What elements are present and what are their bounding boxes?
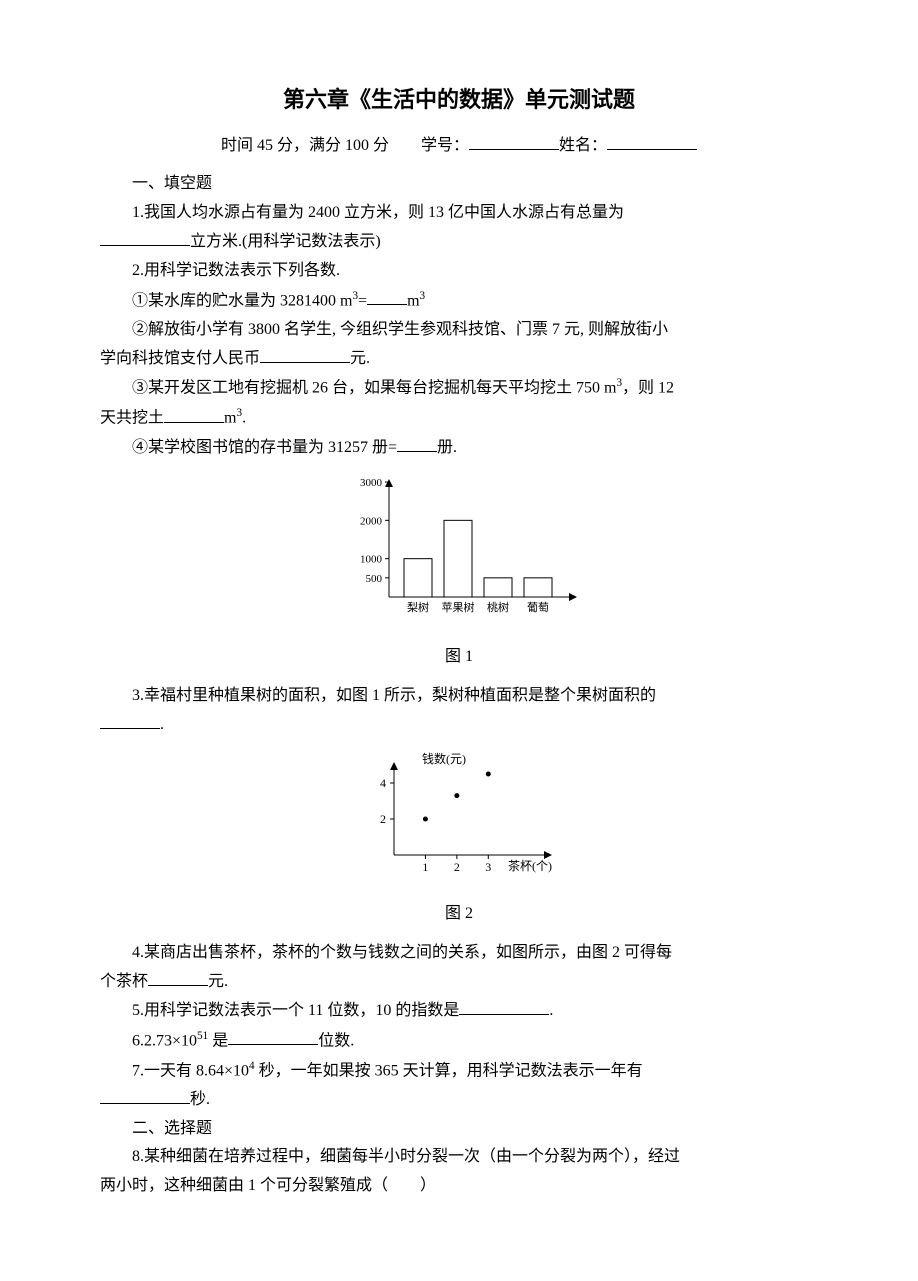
svg-text:桃树: 桃树 bbox=[487, 600, 509, 614]
question-1-cont: 立方米.(用科学记数法表示) bbox=[100, 228, 818, 257]
bar-chart: 500 1000 2000 3000 梨树苹果树桃树 葡萄 bbox=[339, 472, 579, 622]
q5-text: 5.用科学记数法表示一个 11 位数，10 的指数是 bbox=[132, 1002, 459, 1019]
svg-text:2: 2 bbox=[380, 812, 386, 826]
chart-1-label: 图 1 bbox=[100, 643, 818, 672]
chart-2-label: 图 2 bbox=[100, 900, 818, 929]
q1-suffix: 立方米.(用科学记数法表示) bbox=[190, 233, 381, 250]
question-4-cont: 个茶杯 元. bbox=[100, 968, 818, 997]
q5-suffix: . bbox=[549, 1002, 553, 1019]
q4b: 个茶杯 bbox=[100, 973, 148, 990]
question-3: 3.幸福村里种植果树的面积，如图 1 所示，梨树种植面积是整个果树面积的 bbox=[100, 682, 818, 711]
question-2-3-cont: 天共挖土m3. bbox=[100, 403, 818, 433]
q2-2b: 学向科技馆支付人民币 bbox=[100, 350, 260, 367]
question-2-3: ③某开发区工地有挖掘机 26 台，如果每台挖掘机每天平均挖土 750 m3，则 … bbox=[100, 373, 818, 403]
svg-text:1000: 1000 bbox=[360, 554, 383, 566]
svg-text:葡萄: 葡萄 bbox=[527, 601, 549, 614]
chart-2-container: 钱数(元) 茶杯(个) 1 2 3 2 4 bbox=[100, 750, 818, 891]
svg-text:500: 500 bbox=[366, 573, 383, 585]
question-2-2: ②解放街小学有 3800 名学生, 今组织学生参观科技馆、门票 7 元, 则解放… bbox=[100, 316, 818, 345]
chart-1-container: 500 1000 2000 3000 梨树苹果树桃树 葡萄 bbox=[100, 472, 818, 633]
q6-mid: 是 bbox=[208, 1032, 228, 1049]
svg-text:2: 2 bbox=[454, 860, 460, 874]
q2-2-blank bbox=[260, 346, 350, 363]
q2-1-mid: = bbox=[358, 292, 367, 309]
subtitle-prefix: 时间 45 分，满分 100 分 学号： bbox=[221, 137, 469, 154]
q2-1-suffix: m bbox=[407, 292, 419, 309]
q2-4-suffix: 册. bbox=[437, 439, 457, 456]
q6-prefix: 6.2.73×10 bbox=[132, 1032, 197, 1049]
q2-3-blank bbox=[164, 406, 224, 423]
q2-3b: 天共挖土 bbox=[100, 410, 164, 427]
q5-blank bbox=[459, 998, 549, 1015]
svg-text:1: 1 bbox=[422, 860, 428, 874]
q1-blank bbox=[100, 229, 190, 246]
q2-3-exp2: 3 bbox=[236, 407, 242, 419]
svg-text:3: 3 bbox=[485, 860, 491, 874]
q4-suffix: 元. bbox=[208, 973, 228, 990]
q6-suffix: 位数. bbox=[318, 1032, 354, 1049]
q2-3-suffix: m bbox=[224, 410, 236, 427]
svg-text:苹果树: 苹果树 bbox=[442, 600, 475, 614]
q2-3-mid: ，则 12 bbox=[622, 380, 674, 397]
question-3-cont: . bbox=[100, 711, 818, 740]
q7-mid: 秒，一年如果按 365 天计算，用科学记数法表示一年有 bbox=[255, 1062, 643, 1079]
name-blank bbox=[607, 133, 697, 150]
q6-blank bbox=[228, 1028, 318, 1045]
svg-text:茶杯(个): 茶杯(个) bbox=[508, 858, 552, 873]
q2-1-exp2: 3 bbox=[420, 290, 426, 302]
question-1: 1.我国人均水源占有量为 2400 立方米，则 13 亿中国人水源占有总量为 bbox=[100, 199, 818, 228]
question-8: 8.某种细菌在培养过程中，细菌每半小时分裂一次（由一个分裂为两个），经过 bbox=[100, 1143, 818, 1172]
q6-exp: 51 bbox=[197, 1030, 208, 1042]
scatter-chart: 钱数(元) 茶杯(个) 1 2 3 2 4 bbox=[359, 750, 559, 880]
svg-text:3000: 3000 bbox=[360, 477, 383, 489]
q2-1-prefix: ①某水库的贮水量为 3281400 m bbox=[132, 292, 352, 309]
question-2-2-cont: 学向科技馆支付人民币 元. bbox=[100, 345, 818, 374]
q2-3-text: ③某开发区工地有挖掘机 26 台，如果每台挖掘机每天平均挖土 750 m bbox=[132, 380, 616, 397]
question-2-4: ④某学校图书馆的存书量为 31257 册= 册. bbox=[100, 434, 818, 463]
q7-blank bbox=[100, 1087, 190, 1104]
svg-text:4: 4 bbox=[380, 776, 386, 790]
q3-blank bbox=[100, 712, 160, 729]
question-2: 2.用科学记数法表示下列各数. bbox=[100, 257, 818, 286]
q4-blank bbox=[148, 969, 208, 986]
question-7: 7.一天有 8.64×104 秒，一年如果按 365 天计算，用科学记数法表示一… bbox=[100, 1056, 818, 1086]
q3-suffix: . bbox=[160, 716, 164, 733]
section-1-heading: 一、填空题 bbox=[100, 170, 818, 199]
question-5: 5.用科学记数法表示一个 11 位数，10 的指数是. bbox=[100, 997, 818, 1026]
question-4: 4.某商店出售茶杯，茶杯的个数与钱数之间的关系，如图所示，由图 2 可得每 bbox=[100, 939, 818, 968]
svg-text:钱数(元): 钱数(元) bbox=[422, 751, 466, 766]
svg-text:梨树: 梨树 bbox=[407, 600, 429, 614]
student-id-blank bbox=[469, 133, 559, 150]
q2-4-text: ④某学校图书馆的存书量为 31257 册= bbox=[132, 439, 397, 456]
question-2-1: ①某水库的贮水量为 3281400 m3=m3 bbox=[100, 286, 818, 316]
subtitle: 时间 45 分，满分 100 分 学号： 姓名： bbox=[100, 132, 818, 161]
svg-text:2000: 2000 bbox=[360, 516, 383, 528]
question-6: 6.2.73×1051 是 位数. bbox=[100, 1026, 818, 1056]
q2-2-suffix: 元. bbox=[350, 350, 370, 367]
page-title: 第六章《生活中的数据》单元测试题 bbox=[100, 80, 818, 120]
q2-1-blank bbox=[367, 288, 407, 305]
question-8-cont: 两小时，这种细菌由 1 个可分裂繁殖成（ ） bbox=[100, 1172, 818, 1201]
section-2-heading: 二、选择题 bbox=[100, 1115, 818, 1144]
q2-4-blank bbox=[397, 435, 437, 452]
subtitle-name-label: 姓名： bbox=[559, 137, 607, 154]
q7-prefix: 7.一天有 8.64×10 bbox=[132, 1062, 249, 1079]
question-7-cont: 秒. bbox=[100, 1086, 818, 1115]
q7-suffix: 秒. bbox=[190, 1091, 210, 1108]
